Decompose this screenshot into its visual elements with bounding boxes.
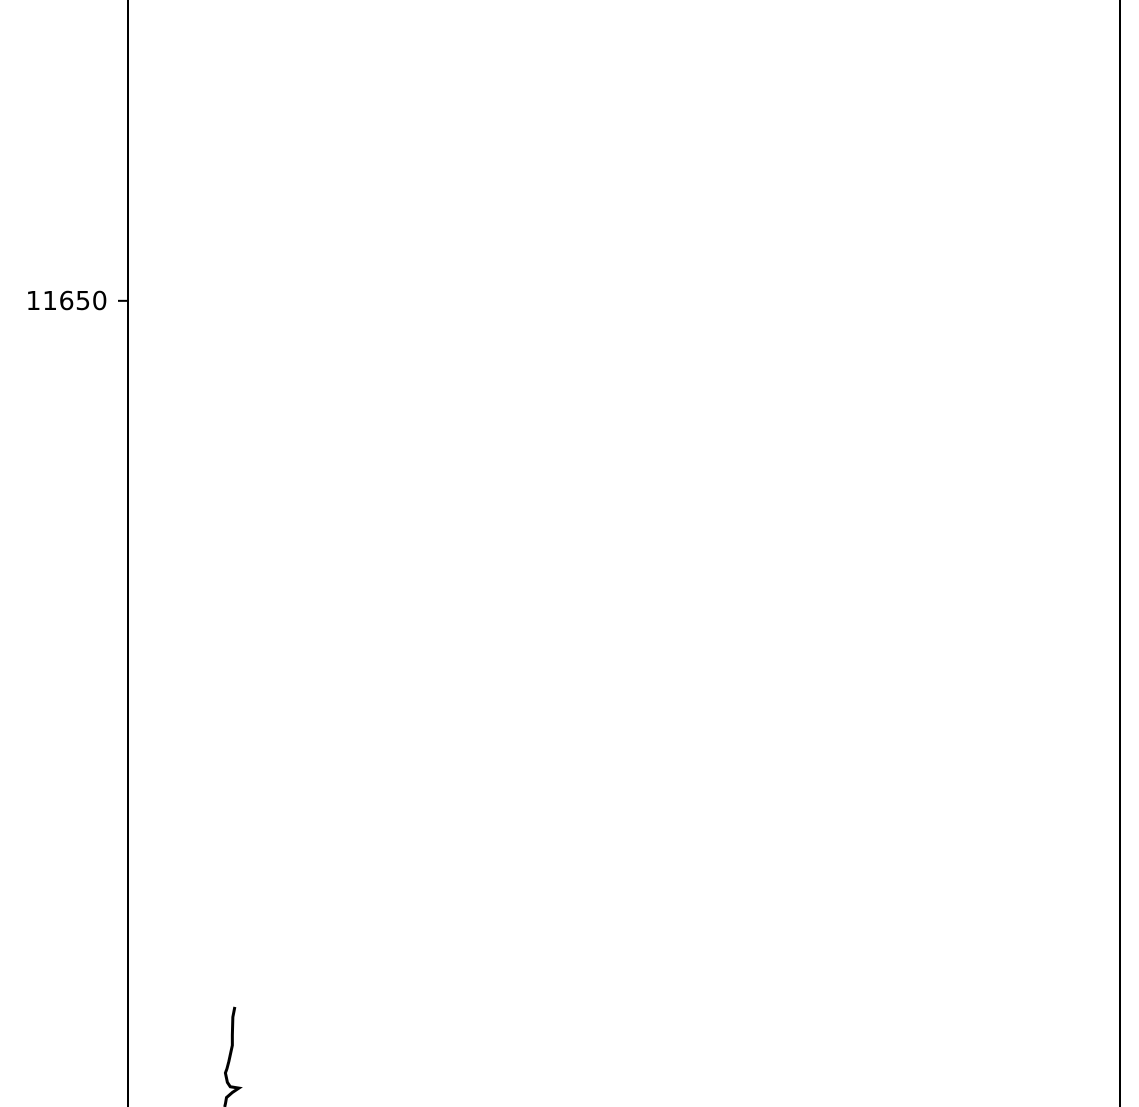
axes <box>127 0 1121 1107</box>
y-tick-label: 11650 <box>25 287 108 317</box>
series-line-1 <box>223 1006 243 1107</box>
y-axis: 11650 <box>25 287 128 317</box>
